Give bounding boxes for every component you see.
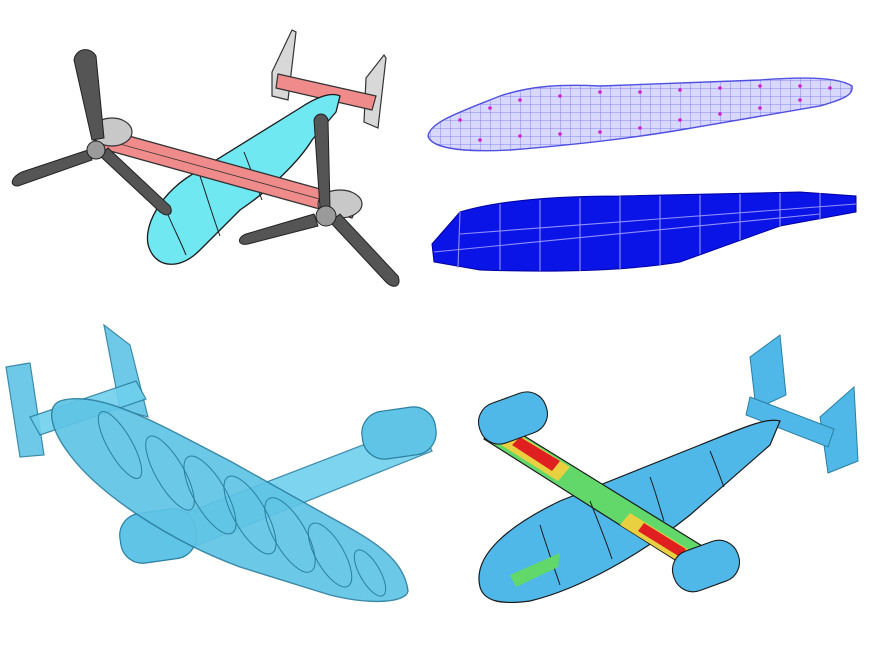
mesh-fuselage-frames — [97, 411, 387, 597]
left-rotor-blade-left — [11, 149, 93, 187]
aircraft-mesh-panel — [0, 305, 450, 653]
stress-peak-left — [512, 437, 560, 471]
stress-peak-right — [638, 523, 686, 557]
tail-fin-right — [363, 53, 387, 129]
stress-tail-fin-upper — [749, 334, 787, 410]
wireframe-node-dots — [458, 84, 832, 142]
stress-horizontal-tail — [745, 396, 835, 448]
stress-nacelle-right — [671, 539, 741, 593]
left-rotor-hub — [86, 140, 106, 160]
stress-fuselage-frames — [539, 450, 725, 586]
cad-tiltrotor-panel — [0, 0, 420, 305]
stress-nose-hotspot — [510, 553, 560, 587]
left-rotor-blade-down — [99, 147, 172, 216]
wing-spar-line — [97, 137, 357, 210]
mesh-nacelle-right — [361, 406, 437, 460]
right-rotor-blade-up — [313, 113, 331, 209]
aircraft-mesh-drawing — [5, 323, 437, 603]
mesh-tail-fin-left — [5, 362, 45, 458]
left-rotor-blade-up — [73, 49, 105, 141]
wireframe-fuselage — [427, 77, 853, 152]
stress-nacelle-left — [478, 391, 548, 445]
stress-field-panel — [450, 305, 870, 653]
horizontal-tail — [275, 73, 377, 111]
stress-tail-fin-lower — [819, 385, 859, 474]
right-rotor-blade-down — [329, 213, 400, 287]
fuselage-mesh-drawing — [427, 77, 857, 272]
stress-field-drawing — [478, 334, 859, 604]
fuselage-mesh-panel — [420, 0, 870, 305]
right-rotor-hub — [315, 205, 337, 227]
right-rotor-blade-left — [239, 213, 319, 245]
cad-tiltrotor-drawing — [11, 29, 400, 287]
solid-mesh-frame-lines — [433, 193, 857, 271]
